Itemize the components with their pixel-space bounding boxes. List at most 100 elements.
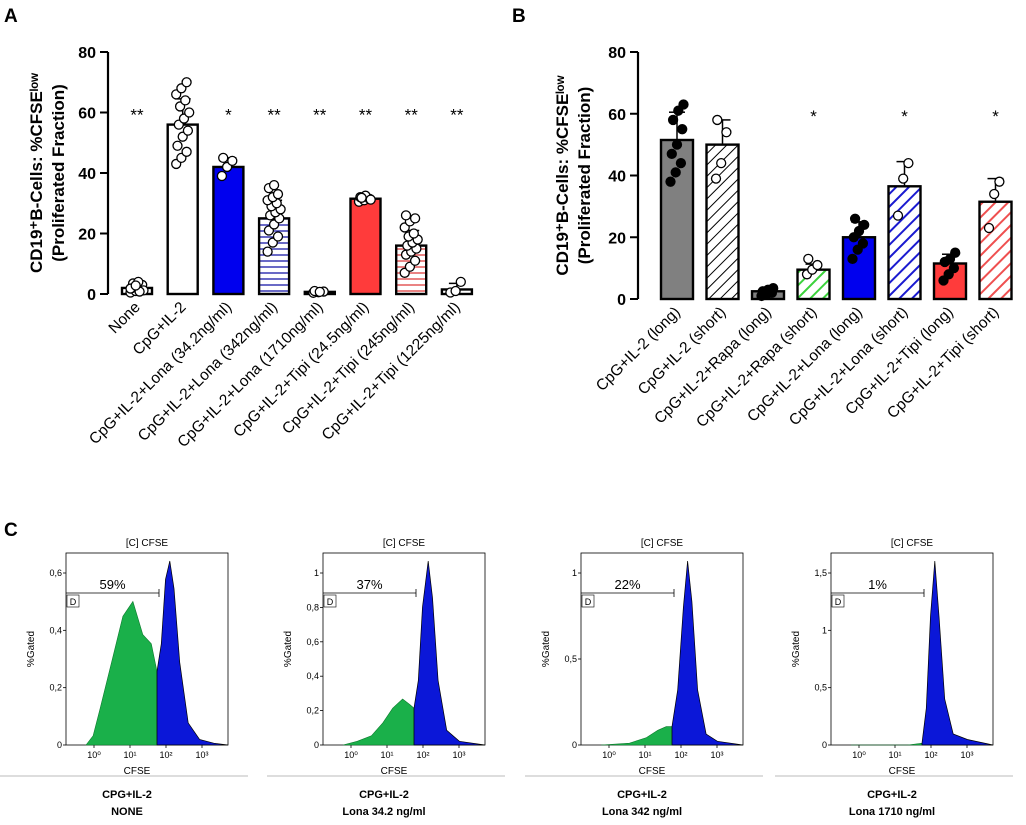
data-point [180,95,191,106]
gate-label: D [835,597,842,607]
data-point [356,192,367,203]
data-point [181,77,192,88]
data-point [665,176,676,187]
histogram-x-tick-label: 10⁰ [602,750,616,760]
data-point [710,173,722,184]
histogram-y-tick-label: 1,5 [814,568,827,578]
histogram-y-tick-label: 0,4 [49,625,62,635]
histogram-panel: [C] CFSE 0 0,5 1 1,5 10⁰ 10¹ 10² 10³ CFSE %Gated 1%… [775,538,1013,818]
data-point [409,213,421,224]
data-point [812,259,823,271]
histogram-y-tick-label: 0,5 [814,683,827,693]
data-point [903,157,914,169]
significance-label: ** [405,106,419,125]
data-point [670,167,681,178]
histogram-x-tick-label: 10³ [195,750,208,760]
histogram-y-label: %Gated [541,631,552,667]
data-point [678,99,689,110]
histogram-green-area [600,726,673,746]
histogram-y-tick-label: 1 [572,568,577,578]
data-point [181,146,192,157]
data-point [216,170,228,182]
y-tick-label: 60 [608,107,626,124]
histogram-blue-area [156,560,229,746]
significance-label: * [901,107,908,126]
y-axis-title: CD19⁺B-Cells: %CFSEˡᵒʷ [27,73,46,273]
histogram-x-tick-label: 10¹ [638,750,651,760]
category-label: None [106,299,144,337]
category-label: CpG+IL-2 (long) [593,304,684,395]
data-point [455,276,466,288]
histogram-y-tick-label: 0,2 [49,683,62,693]
y-tick-label: 40 [78,166,96,183]
caption-line-1: CPG+IL-2 [867,789,917,801]
y-tick-label: 0 [87,287,96,304]
histogram-green-area [851,742,923,746]
data-point [130,280,141,291]
y-tick-label: 80 [78,45,96,62]
histogram-blue-area [413,560,486,746]
data-point [400,210,412,221]
histogram-x-tick-label: 10⁰ [344,750,358,760]
data-point [666,148,677,160]
histogram-blue-area [671,560,744,746]
data-point [450,285,461,297]
significance-label: ** [450,106,464,125]
histogram-x-label: CFSE [639,766,666,777]
y-tick-label: 20 [608,230,626,247]
histogram-y-tick-label: 0,5 [564,654,577,664]
data-point [675,157,687,169]
gate-label: D [327,597,334,607]
y-axis-title: (Proliferated Fraction) [49,84,68,262]
histogram-y-tick-label: 0,6 [49,568,62,578]
histogram-x-tick-label: 10¹ [888,750,901,760]
data-point [768,283,779,294]
histogram-y-label: %Gated [26,631,37,667]
data-point [218,152,229,164]
bar [705,143,740,301]
caption-line-1: CPG+IL-2 [617,789,667,801]
histogram-y-tick-label: 0 [572,740,577,750]
data-point [898,173,909,184]
significance-label: * [992,107,999,126]
histogram-green-area [85,600,158,746]
histogram-blue-area [921,560,994,746]
gate-label: D [70,597,77,607]
data-point [758,287,770,298]
histogram-x-tick-label: 10² [924,750,937,760]
y-tick-label: 20 [78,227,96,244]
histogram-panel: [C] CFSE 0 0,5 1 10⁰ 10¹ 10² 10³ CFSE %Gated 22% D C… [525,538,763,818]
data-point [365,194,376,205]
data-point [172,140,183,151]
panel-label-c: C [4,520,18,541]
gate-label: D [585,597,592,607]
histogram-x-label: CFSE [381,766,408,777]
data-point [857,238,869,249]
histogram-y-tick-label: 1 [822,625,827,635]
histogram-title: [C] CFSE [383,538,426,549]
data-point [667,114,679,126]
data-point [859,219,870,231]
caption-line-2: Lona 34.2 ng/ml [342,806,425,818]
histogram-y-tick-label: 0,2 [306,706,319,716]
histogram-x-tick-label: 10² [416,750,429,760]
y-tick-label: 40 [608,169,626,186]
data-point [409,255,421,266]
caption-line-2: NONE [111,806,143,818]
data-point [803,253,814,265]
histogram-x-tick-label: 10³ [452,750,465,760]
y-tick-label: 0 [617,292,626,309]
y-axis-title: CD19⁺B-Cells: %CFSEˡᵒʷ [553,75,572,275]
data-point [272,231,284,242]
histogram-y-tick-label: 1 [314,568,319,578]
histogram-y-tick-label: 0,6 [306,637,319,647]
panel-label-b: B [512,6,526,27]
gate-box [581,594,595,608]
y-tick-label: 80 [608,45,626,62]
histogram-green-area [342,698,415,746]
chart-a: 0 20 40 60 80 CD19⁺B-Cells: %CFSEˡᵒʷ (Prolifer… [27,45,474,451]
histogram-title: [C] CFSE [641,538,684,549]
gate-percent: 1% [868,577,887,592]
histogram-frame [830,552,994,746]
data-point [892,210,904,221]
